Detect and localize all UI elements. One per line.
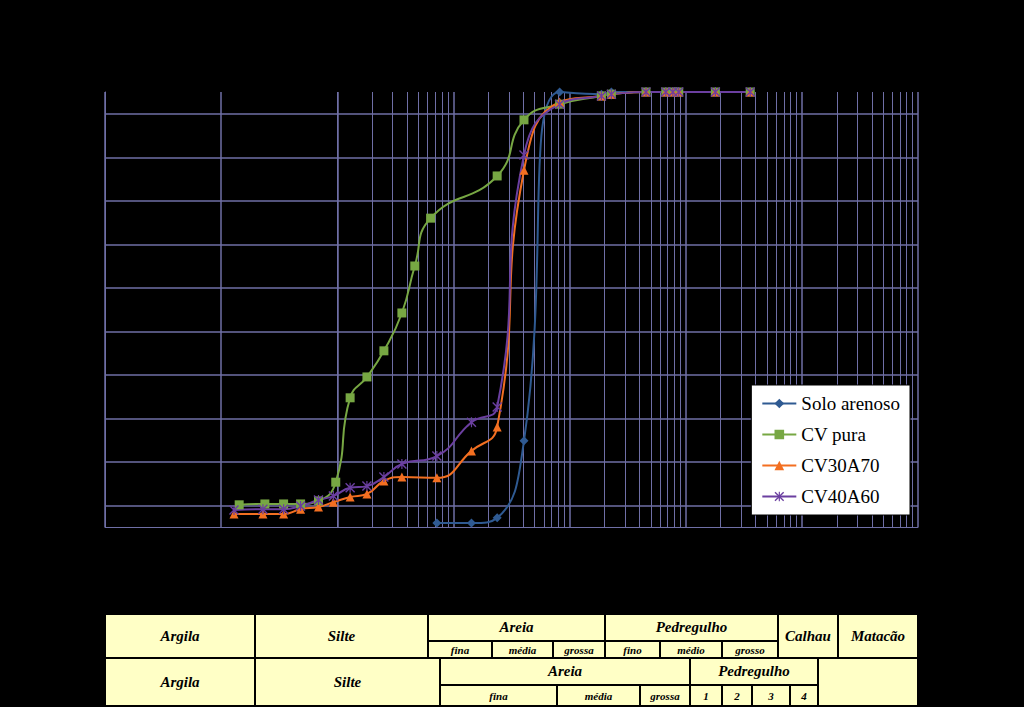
html-text:Pedregulho: Pedregulho — [718, 663, 790, 679]
html-text:fino: fino — [623, 643, 642, 656]
html-text:Argila: Argila — [160, 673, 200, 690]
html-text:Pedregulho: Pedregulho — [655, 619, 728, 635]
html-text:Silte: Silte — [333, 673, 362, 690]
html-text:Areia: Areia — [499, 619, 534, 635]
html-text:Calhau: Calhau — [785, 627, 831, 644]
html-text:2: 2 — [734, 689, 740, 702]
html-text:grosso: grosso — [735, 643, 765, 656]
svg-text:CV30A70: CV30A70 — [801, 455, 879, 476]
html-text:médio: médio — [677, 643, 705, 656]
html-text:1: 1 — [703, 689, 709, 702]
html-text:Matacão: Matacão — [850, 627, 906, 644]
html-text:Silte: Silte — [327, 627, 356, 644]
html-text:Areia: Areia — [547, 663, 583, 679]
html-text:4: 4 — [801, 689, 807, 702]
html-text:Argila: Argila — [160, 627, 200, 644]
svg-text:Solo arenoso: Solo arenoso — [801, 393, 900, 414]
html-text:média: média — [508, 643, 537, 656]
html-text:grossa: grossa — [650, 689, 680, 702]
html-text:fina: fina — [489, 689, 508, 702]
svg-text:CV pura: CV pura — [801, 424, 866, 445]
html-text:3: 3 — [768, 689, 774, 702]
html-text:média: média — [584, 689, 613, 702]
html-text:fina: fina — [450, 643, 470, 656]
html-text:grossa: grossa — [564, 643, 594, 656]
svg-text:CV40A60: CV40A60 — [801, 486, 879, 507]
